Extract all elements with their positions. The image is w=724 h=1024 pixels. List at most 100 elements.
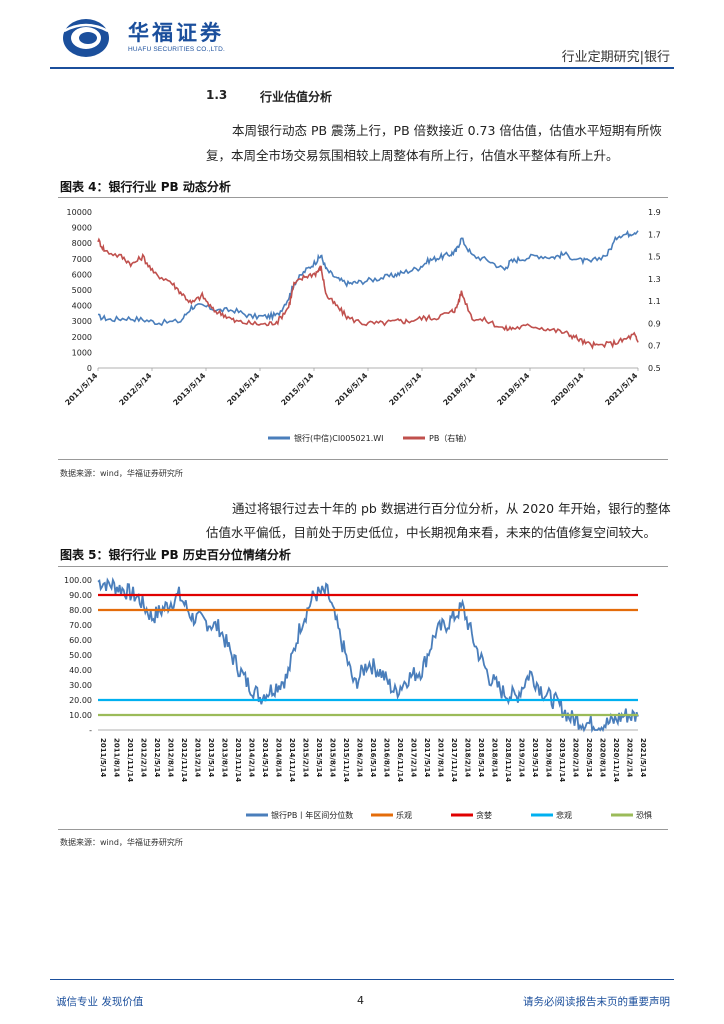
- y-left-tick-label: 7000: [72, 255, 92, 264]
- figure-4-bottom-divider: [58, 459, 668, 460]
- figure-4-source: 数据来源：wind，华福证券研究所: [60, 469, 183, 478]
- y-right-tick-label: 1.5: [648, 253, 661, 262]
- y-right-tick-label: 1.1: [648, 297, 661, 306]
- x-tick-label: 2012/8/14: [167, 738, 175, 777]
- company-name-en: HUAFU SECURITIES CO.,LTD.: [128, 46, 225, 53]
- figure-5-source: 数据来源：wind，华福证券研究所: [60, 838, 183, 847]
- x-tick-label: 2011/5/14: [99, 738, 107, 777]
- x-tick-label: 2012/5/14: [117, 371, 153, 407]
- section-number: 1.3: [206, 88, 228, 102]
- x-tick-label: 2015/5/14: [315, 738, 323, 777]
- y-tick-label: 60.00: [69, 636, 92, 645]
- y-left-tick-label: 5000: [72, 286, 92, 295]
- x-tick-label: 2020/5/14: [549, 371, 585, 407]
- x-tick-label: 2015/8/14: [329, 738, 337, 777]
- legend-label: 悲观: [556, 810, 572, 820]
- footer-slogan: 诚信专业 发现价值: [56, 996, 144, 1008]
- x-tick-label: 2018/11/14: [504, 738, 512, 782]
- report-type: 行业定期研究|银行: [561, 50, 670, 65]
- y-tick-label: 100.00: [64, 576, 92, 585]
- x-tick-label: 2016/11/14: [396, 738, 404, 782]
- y-left-tick-label: 2000: [72, 333, 92, 342]
- x-tick-label: 2018/5/14: [477, 738, 485, 777]
- x-tick-label: 2017/8/14: [437, 738, 445, 777]
- y-left-tick-label: 4000: [72, 302, 92, 311]
- y-left-tick-label: 1000: [72, 348, 92, 357]
- y-left-tick-label: 8000: [72, 239, 92, 248]
- y-right-tick-label: 1.3: [648, 275, 661, 284]
- x-tick-label: 2013/5/14: [171, 371, 207, 407]
- paragraph-1-line-2: 复，本周全市场交易氛围相较上周整体有所上行，估值水平整体有所上升。: [206, 148, 619, 163]
- x-tick-label: 2013/11/14: [234, 738, 242, 782]
- x-tick-label: 2018/2/14: [464, 738, 472, 777]
- page-number: 4: [357, 994, 364, 1007]
- x-tick-label: 2017/5/14: [423, 738, 431, 777]
- chart-bank-pb-dynamic: 10000 9000 8000 7000 6000 5000 4000 3000 2000 100…: [63, 208, 661, 443]
- x-tick-label: 2013/5/14: [207, 738, 215, 777]
- x-tick-label: 2020/2/14: [572, 738, 580, 777]
- series-line-bank-index: [97, 229, 639, 327]
- x-tick-label: 2019/11/14: [558, 738, 566, 782]
- x-tick-label: 2019/5/14: [531, 738, 539, 777]
- y-right-tick-label: 0.5: [648, 364, 661, 373]
- chart-bank-pb-percentile: 100.00 90.00 80.00 70.00 60.00 50.00 40.00 30.0…: [64, 576, 652, 820]
- footer-disclaimer: 请务必阅读报告末页的重要声明: [523, 996, 670, 1008]
- y-left-tick-label: 6000: [72, 270, 92, 279]
- x-tick-label: 2011/5/14: [63, 371, 99, 407]
- x-tick-label: 2016/2/14: [356, 738, 364, 777]
- paragraph-1-line-1: 本周银行动态 PB 震荡上行，PB 倍数接近 0.73 倍估值，估值水平短期有所…: [232, 123, 662, 138]
- y-tick-label: 50.00: [69, 651, 92, 660]
- section-title: 行业估值分析: [260, 90, 333, 104]
- x-tick-label: 2014/5/14: [261, 738, 269, 777]
- figure-5-bottom-divider: [58, 829, 668, 830]
- x-tick-label: 2019/2/14: [518, 738, 526, 777]
- x-tick-label: 2015/5/14: [279, 371, 315, 407]
- y-tick-label: 20.00: [69, 696, 92, 705]
- y-tick-label: 80.00: [69, 606, 92, 615]
- y-tick-label: -: [89, 726, 92, 735]
- x-tick-label: 2015/11/14: [342, 738, 350, 782]
- y-tick-label: 40.00: [69, 666, 92, 675]
- y-right-tick-label: 0.7: [648, 342, 661, 351]
- x-tick-label: 2015/2/14: [302, 738, 310, 777]
- series-line-pb: [97, 237, 639, 350]
- figure-4-divider: [58, 197, 668, 198]
- x-tick-label: 2017/11/14: [450, 738, 458, 782]
- y-left-tick-label: 9000: [72, 224, 92, 233]
- x-tick-label: 2013/2/14: [194, 738, 202, 777]
- logo-icon: [63, 19, 109, 57]
- x-tick-label: 2019/5/14: [495, 371, 531, 407]
- legend-label: 贪婪: [476, 810, 492, 820]
- x-tick-label: 2016/8/14: [383, 738, 391, 777]
- x-tick-label: 2016/5/14: [333, 371, 369, 407]
- x-tick-label: 2014/5/14: [225, 371, 261, 407]
- x-tick-label: 2020/8/14: [599, 738, 607, 777]
- y-tick-label: 30.00: [69, 681, 92, 690]
- y-right-tick-label: 0.9: [648, 319, 661, 328]
- x-tick-label: 2011/8/14: [113, 738, 121, 777]
- legend-label: 乐观: [396, 810, 412, 820]
- x-tick-label: 2019/8/14: [545, 738, 553, 777]
- x-tick-label: 2014/2/14: [248, 738, 256, 777]
- x-tick-label: 2021/5/14: [639, 738, 647, 777]
- x-tick-label: 2014/8/14: [275, 738, 283, 777]
- footer-divider: [50, 979, 674, 980]
- x-tick-label: 2021/2/14: [626, 738, 634, 777]
- y-right-tick-label: 1.9: [648, 208, 661, 217]
- x-tick-label: 2020/11/14: [612, 738, 620, 782]
- y-left-tick-label: 3000: [72, 317, 92, 326]
- legend-label: 恐惧: [636, 810, 652, 820]
- series-line-percentile: [97, 576, 639, 734]
- x-tick-label: 2021/5/14: [603, 371, 639, 407]
- figure-5-title: 图表 5：银行行业 PB 历史百分位情绪分析: [60, 548, 291, 562]
- x-tick-label: 2014/11/14: [288, 738, 296, 782]
- legend-label: 银行PB丨年区间分位数: [271, 810, 353, 820]
- y-left-tick-label: 10000: [67, 208, 92, 217]
- figure-5-divider: [58, 566, 668, 567]
- figure-4-title: 图表 4：银行行业 PB 动态分析: [60, 180, 231, 194]
- legend-label: 银行(中信)CI005021.WI: [294, 433, 384, 443]
- logo: 华福证券 HUAFU SECURITIES CO.,LTD.: [62, 15, 252, 60]
- y-tick-label: 90.00: [69, 591, 92, 600]
- x-tick-label: 2018/5/14: [441, 371, 477, 407]
- x-tick-label: 2012/5/14: [153, 738, 161, 777]
